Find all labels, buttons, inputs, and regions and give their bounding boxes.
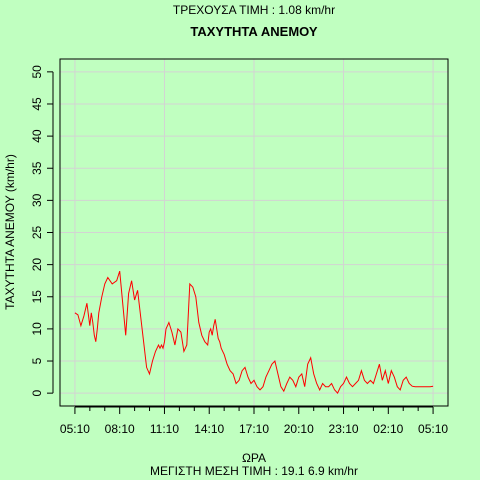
y-tick-label-0: 0 xyxy=(30,389,44,396)
x-tick-label-8: 05:10 xyxy=(418,422,448,436)
x-tick-label-2: 11:10 xyxy=(150,422,179,436)
x-tick-label-4: 17:10 xyxy=(239,422,269,436)
current-value-text: ΤΡΕΧΟΥΣΑ ΤΙΜΗ : 1.08 km/hr xyxy=(173,3,335,17)
grid-lines xyxy=(60,59,448,406)
y-tick-label-6: 30 xyxy=(30,193,44,207)
chart-title: ΤΑΧΥΤΗΤΑ ΑΝΕΜΟΥ xyxy=(190,24,318,39)
x-axis-label: ΩΡΑ xyxy=(242,451,266,465)
y-tick-label-8: 40 xyxy=(30,129,44,143)
y-tick-label-4: 20 xyxy=(30,258,44,272)
max-mean-text: ΜΕΓΙΣΤΗ ΜΕΣΗ ΤΙΜΗ : 19.1 6.9 km/hr xyxy=(150,464,358,478)
wind-speed-line xyxy=(74,270,434,394)
y-tick-label-3: 15 xyxy=(30,290,44,304)
y-tick-label-2: 10 xyxy=(30,322,44,336)
plot-frame xyxy=(59,58,449,407)
y-tick-label-1: 5 xyxy=(30,357,44,364)
x-tick-label-6: 23:10 xyxy=(329,422,359,436)
x-axis: 05:10 08:10 11:10 14:10 17:10 20:10 23:10 02:10… xyxy=(60,406,448,436)
y-tick-label-5: 25 xyxy=(30,226,44,240)
x-tick-label-1: 08:10 xyxy=(105,422,135,436)
x-tick-label-7: 02:10 xyxy=(373,422,403,436)
y-tick-label-7: 35 xyxy=(30,161,44,175)
x-tick-label-0: 05:10 xyxy=(60,422,90,436)
y-axis-label: ΤΑΧΥΤΗΤΑ ΑΝΕΜΟΥ (km/hr) xyxy=(3,154,17,310)
y-tick-label-9: 45 xyxy=(30,97,44,111)
y-axis: 0 5 10 15 20 25 30 35 40 45 50 xyxy=(30,65,54,396)
x-tick-label-3: 14:10 xyxy=(194,422,224,436)
x-tick-label-5: 20:10 xyxy=(284,422,314,436)
y-tick-label-10: 50 xyxy=(30,65,44,79)
